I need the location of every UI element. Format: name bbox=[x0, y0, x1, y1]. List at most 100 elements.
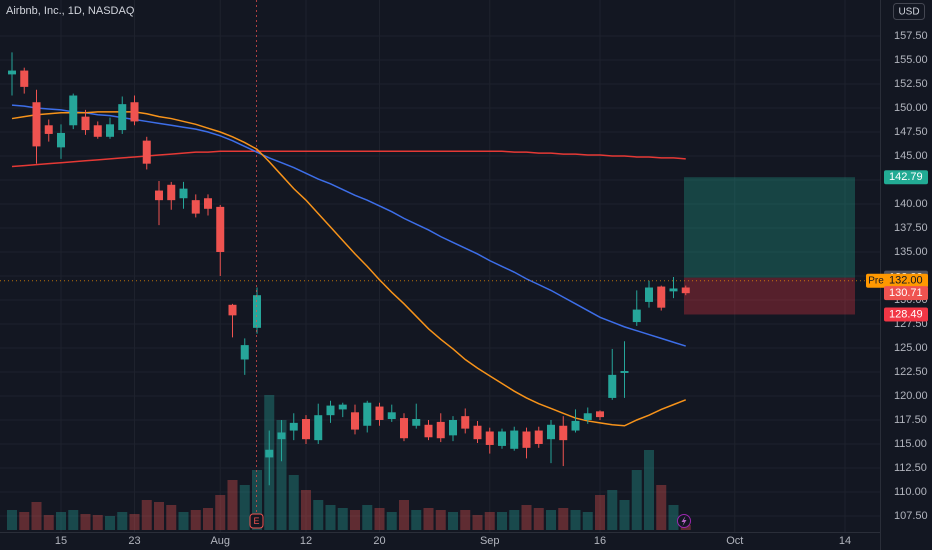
candle-body bbox=[424, 424, 433, 438]
volume-bar bbox=[288, 475, 299, 530]
y-tick-label: 157.50 bbox=[894, 30, 928, 42]
volume-bar bbox=[582, 512, 593, 530]
premarket-tag: Pre bbox=[868, 275, 884, 286]
candle-body bbox=[289, 422, 298, 431]
earnings-marker[interactable] bbox=[249, 513, 264, 529]
volume-bar bbox=[337, 508, 348, 530]
candle-body bbox=[167, 184, 176, 201]
volume-bar bbox=[203, 508, 213, 530]
candle-body bbox=[522, 431, 531, 448]
volume-bar bbox=[619, 500, 630, 530]
volume-bar bbox=[423, 508, 434, 530]
target-zone bbox=[684, 177, 855, 278]
candle-body bbox=[179, 188, 188, 199]
candle-body bbox=[8, 70, 16, 75]
candle-body bbox=[20, 70, 29, 87]
candle-body bbox=[485, 431, 494, 445]
volume-bar bbox=[460, 510, 471, 530]
y-tick-label: 107.50 bbox=[894, 510, 928, 522]
y-tick-label: 115.00 bbox=[894, 438, 927, 450]
candle-body bbox=[681, 287, 690, 294]
candle-body bbox=[265, 449, 274, 458]
volume-bar bbox=[411, 510, 422, 530]
currency-button[interactable] bbox=[893, 3, 925, 20]
candle-body bbox=[93, 125, 102, 137]
candle-body bbox=[216, 206, 225, 252]
candle-body bbox=[351, 412, 359, 430]
volume-bar bbox=[509, 510, 520, 530]
last-price: 130.71 bbox=[889, 287, 923, 299]
candle-body bbox=[81, 116, 90, 131]
volume-bar bbox=[43, 515, 54, 530]
candle-body bbox=[277, 432, 286, 440]
candle-body bbox=[130, 102, 139, 122]
candle-body bbox=[44, 125, 53, 134]
y-tick-label: 147.50 bbox=[894, 126, 928, 138]
volume-bar bbox=[521, 505, 532, 530]
candle-body bbox=[498, 431, 506, 446]
volume-bar bbox=[533, 508, 544, 530]
y-tick-label: 137.50 bbox=[894, 222, 928, 234]
candle-body bbox=[240, 345, 249, 360]
lightning-icon bbox=[681, 516, 687, 526]
earnings-label[interactable]: E bbox=[253, 516, 259, 526]
target-price-box bbox=[884, 170, 928, 185]
candle-body bbox=[69, 95, 78, 126]
volume-bar bbox=[215, 495, 226, 530]
y-tick-label: 112.50 bbox=[894, 462, 927, 474]
y-tick-label: 125.00 bbox=[894, 342, 928, 354]
price-axis: 107.50 110.00 112.50 115.00 117.50 120.00 122.… bbox=[55, 30, 928, 547]
candle-body bbox=[375, 406, 384, 420]
currency-label[interactable]: USD bbox=[898, 7, 919, 18]
candle-body bbox=[657, 286, 666, 308]
x-tick-label: 15 bbox=[55, 535, 67, 547]
candle-body bbox=[387, 412, 396, 420]
volume-bar bbox=[448, 512, 458, 530]
candle-body bbox=[204, 198, 212, 209]
volume-bar bbox=[190, 510, 201, 530]
candle-body bbox=[155, 190, 163, 201]
candle-body bbox=[57, 132, 65, 148]
y-tick-label: 120.00 bbox=[894, 390, 928, 402]
candle-body bbox=[596, 411, 604, 418]
grid bbox=[0, 0, 880, 532]
candle-body bbox=[571, 420, 580, 431]
candle-body bbox=[632, 309, 641, 323]
volume-bar bbox=[313, 500, 324, 530]
candle-body bbox=[583, 413, 592, 420]
candle-body bbox=[412, 419, 421, 426]
volume-bar bbox=[607, 490, 618, 530]
last-price-box bbox=[884, 286, 928, 301]
y-tick-label: 135.00 bbox=[894, 246, 928, 258]
volume-bar bbox=[80, 514, 91, 530]
candle-body bbox=[228, 304, 237, 316]
x-tick-label: Sep bbox=[480, 535, 500, 547]
volume-bar bbox=[362, 505, 373, 530]
candle-body bbox=[620, 371, 629, 373]
x-tick-label: 16 bbox=[594, 535, 606, 547]
candle-body bbox=[32, 102, 41, 147]
volume-bar bbox=[178, 512, 189, 530]
premarket-price-box bbox=[884, 273, 928, 288]
candle-body bbox=[191, 200, 200, 214]
volume-bar bbox=[350, 510, 360, 530]
x-tick-label: 12 bbox=[300, 535, 312, 547]
y-tick-label: 110.00 bbox=[894, 486, 927, 498]
volume-bar bbox=[546, 510, 556, 530]
target-price: 142.79 bbox=[889, 171, 923, 183]
candle-body bbox=[363, 402, 372, 426]
volume-bar bbox=[374, 508, 385, 530]
candle-body bbox=[547, 424, 555, 440]
volume-bar bbox=[56, 512, 66, 530]
y-tick-label: 145.00 bbox=[894, 150, 928, 162]
volume-bar bbox=[656, 485, 667, 530]
candle-body bbox=[449, 419, 457, 436]
y-tick-label: 140.00 bbox=[894, 198, 928, 210]
volume-bar bbox=[386, 512, 397, 530]
volume-bar bbox=[595, 495, 605, 530]
volume-bar bbox=[325, 505, 336, 530]
y-tick-label: 117.50 bbox=[894, 414, 927, 426]
volume-bar bbox=[129, 514, 140, 530]
